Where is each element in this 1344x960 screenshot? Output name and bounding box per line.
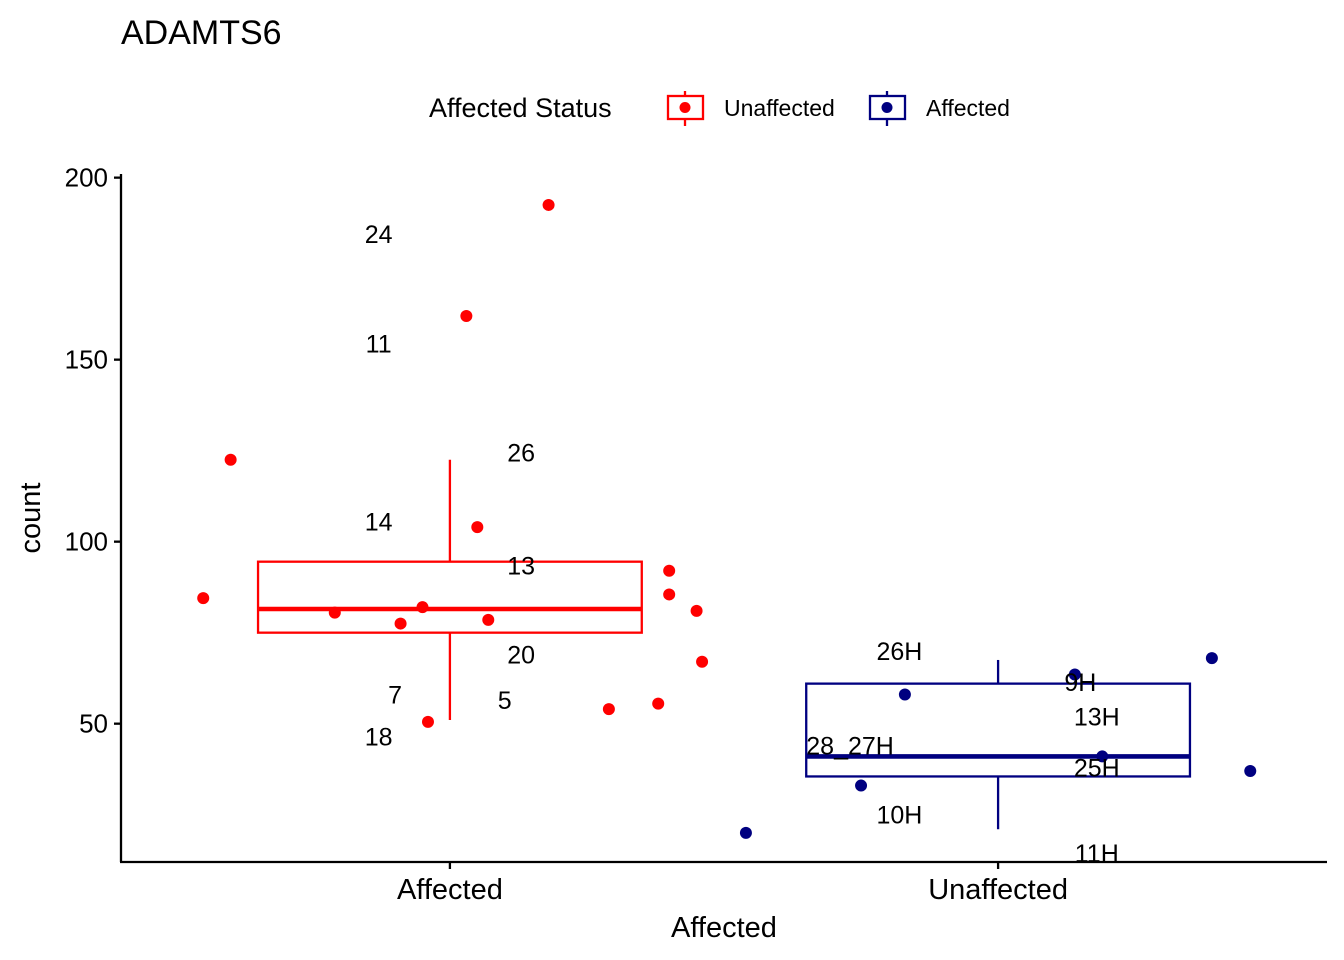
boxes	[256, 459, 1192, 830]
data-point	[328, 606, 341, 619]
point-label: 18	[365, 723, 393, 751]
point-label: 11H	[1075, 840, 1119, 868]
data-point	[855, 779, 868, 792]
y-tick-label: 150	[65, 345, 108, 375]
data-point	[696, 655, 709, 668]
data-point	[663, 588, 676, 601]
interquartile-box	[256, 560, 643, 634]
data-point	[1096, 750, 1109, 763]
x-axis-ticks: Affected Unaffected	[397, 862, 1068, 906]
x-tick-label: Unaffected	[928, 874, 1068, 906]
chart-title: ADAMTS6	[121, 14, 282, 52]
data-point	[1205, 652, 1218, 665]
point-label: 13	[507, 552, 535, 580]
data-point	[416, 601, 429, 614]
legend-entry-affected: Affected	[868, 91, 1010, 126]
point-label: 7	[388, 682, 402, 710]
box-affected	[256, 459, 643, 721]
data-point	[1068, 668, 1081, 681]
data-point	[224, 453, 237, 466]
point-label: 26H	[876, 638, 922, 666]
data-point	[652, 697, 665, 710]
point-label: 10H	[876, 802, 922, 830]
data-point	[663, 564, 676, 577]
legend-title: Affected Status	[429, 93, 612, 123]
data-points	[197, 198, 1257, 839]
point-label: 25H	[1074, 754, 1120, 782]
y-axis-ticks: 50 100 150 200	[65, 163, 121, 739]
data-point	[394, 617, 407, 630]
legend-entry-unaffected: Unaffected	[666, 91, 835, 126]
legend-key-dot-affected	[881, 102, 893, 113]
data-point	[898, 688, 911, 701]
point-label: 13H	[1074, 703, 1120, 731]
legend: Affected Status Unaffected Affected	[429, 91, 1010, 126]
point-label: 5	[498, 687, 512, 715]
y-tick-label: 50	[79, 709, 108, 739]
y-tick-label: 100	[65, 527, 108, 557]
point-label: 26	[507, 439, 535, 467]
legend-label-unaffected: Unaffected	[724, 95, 835, 121]
point-label: 9H	[1064, 669, 1096, 697]
data-point	[197, 592, 210, 605]
data-point	[739, 826, 752, 839]
point-label: 20	[507, 642, 535, 670]
data-point	[471, 521, 484, 534]
legend-key-dot-unaffected	[679, 102, 691, 113]
x-tick-label: Affected	[397, 874, 503, 906]
y-axis-label: count	[15, 483, 47, 554]
point-label: 14	[365, 509, 393, 537]
interquartile-box	[805, 682, 1192, 778]
point-label: 28_27H	[806, 733, 894, 761]
data-point	[542, 198, 555, 211]
data-point	[690, 604, 703, 617]
data-point	[482, 613, 495, 626]
data-point	[602, 703, 615, 716]
data-point	[460, 309, 473, 322]
x-axis-label: Affected	[671, 912, 777, 944]
data-point	[1244, 764, 1257, 777]
point-label: 24	[365, 221, 393, 249]
y-tick-label: 200	[65, 163, 108, 193]
point-labels: 24 11 26 14 13 20 7 5 18 26H 9H 13H 28_27H 25H 10H 11H	[365, 221, 1120, 868]
data-point	[421, 715, 434, 728]
legend-label-affected: Affected	[926, 95, 1010, 121]
box-unaffected	[805, 659, 1192, 830]
point-label: 11	[366, 330, 392, 358]
